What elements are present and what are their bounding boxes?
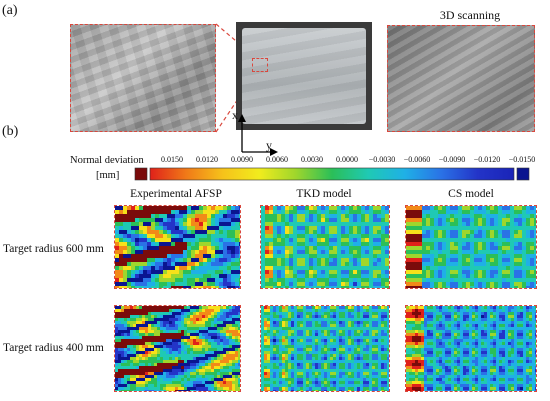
colorbar-tick-label: 0.0120 <box>196 155 218 164</box>
coordinate-axes-icon <box>238 114 278 156</box>
heatmap-field <box>115 306 240 391</box>
scan-title: 3D scanning <box>439 8 501 22</box>
zoom-region-marker <box>252 58 268 72</box>
colorbar-tick-label: −0.0120 <box>473 155 501 164</box>
colorbar-tick-label: 0.0030 <box>301 155 323 164</box>
colorbar-title: Normal deviation <box>70 155 144 166</box>
column-title-cs: CS model <box>448 188 494 200</box>
colorbar <box>134 167 530 181</box>
colorbar-tick-label: 0.0090 <box>231 155 253 164</box>
colorbar-tick-label: 0.0150 <box>161 155 183 164</box>
heatmap-cs-600 <box>405 205 537 289</box>
colorbar-tick-labels: 0.0150 0.0120 0.0090 0.0060 0.0030 0.0000 −0.0… <box>0 155 550 167</box>
colorbar-tick-label: 0.0060 <box>266 155 288 164</box>
colorbar-unit: [mm] <box>96 170 120 181</box>
heatmap-field <box>261 306 389 391</box>
scan-surface-image <box>387 25 535 132</box>
column-title-experimental: Experimental AFSP <box>130 188 222 200</box>
colorbar-tick-label: −0.0060 <box>403 155 431 164</box>
heatmap-tkd-400 <box>260 305 390 392</box>
heatmap-experimental-400 <box>114 305 241 392</box>
axis-y-label: y <box>266 138 272 152</box>
zoomed-surface-photo <box>70 24 216 132</box>
heatmap-field <box>261 206 389 288</box>
heatmap-cs-400 <box>405 305 537 392</box>
row-label-600: Target radius 600 mm <box>3 243 104 255</box>
heatmap-field <box>406 206 536 288</box>
colorbar-gradient <box>149 167 515 181</box>
heatmap-tkd-600 <box>260 205 390 289</box>
colorbar-tick-label: −0.0090 <box>438 155 466 164</box>
panel-a-label: (a) <box>2 3 18 18</box>
heatmap-experimental-600 <box>114 205 241 289</box>
colorbar-tick-label: 0.0000 <box>336 155 358 164</box>
axis-x-label: x <box>232 108 238 122</box>
heatmap-field <box>406 306 536 391</box>
colorbar-end-low <box>516 167 530 181</box>
colorbar-tick-label: −0.0030 <box>368 155 396 164</box>
heatmap-field <box>115 206 240 288</box>
panel-b-label: (b) <box>2 124 19 139</box>
row-label-400: Target radius 400 mm <box>3 342 104 354</box>
formed-sheet-photo <box>236 22 372 130</box>
colorbar-title-line1: Normal deviation <box>70 155 144 166</box>
column-title-tkd: TKD model <box>296 188 352 200</box>
colorbar-end-high <box>134 167 148 181</box>
colorbar-tick-label: −0.0150 <box>508 155 536 164</box>
